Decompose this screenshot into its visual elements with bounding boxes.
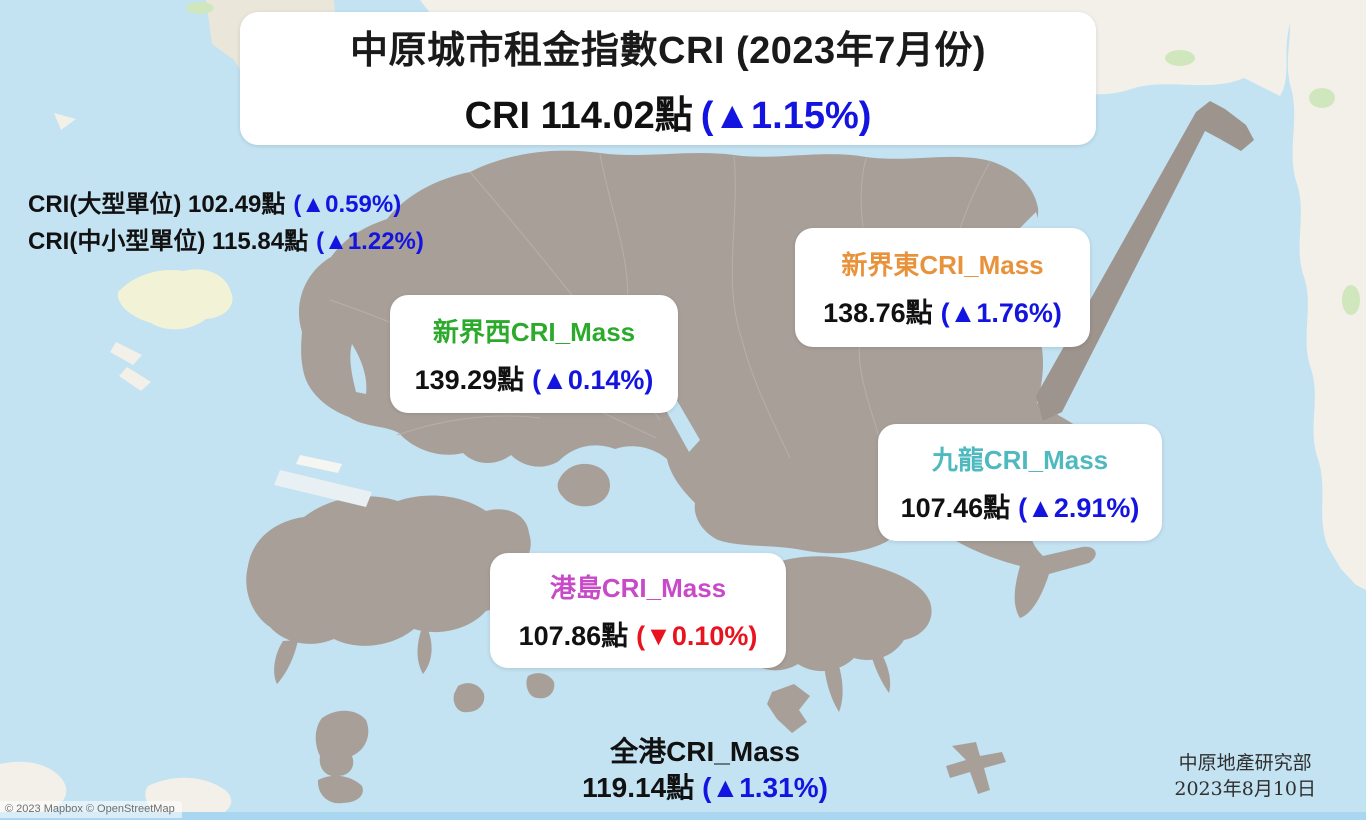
credit-org: 中原地產研究部: [1178, 752, 1312, 774]
overall-cri-change: (▲1.15%): [700, 94, 872, 137]
cri-large-units-line: CRI(大型單位) 102.49點 (▲0.59%): [28, 186, 424, 223]
region-value: 138.76點 (▲1.76%): [823, 291, 1062, 330]
region-card-kowloon: 九龍CRI_Mass 107.46點 (▲2.91%): [878, 424, 1162, 541]
sub-indices: CRI(大型單位) 102.49點 (▲0.59%) CRI(中小型單位) 115…: [28, 186, 424, 260]
region-index-number: 138.76點: [823, 298, 933, 328]
cri-small-medium-units-line: CRI(中小型單位) 115.84點 (▲1.22%): [28, 223, 424, 260]
region-card-new-territories-west: 新界西CRI_Mass 139.29點 (▲0.14%): [390, 295, 678, 413]
airport-runway: [296, 455, 342, 473]
region-index-change: (▲0.14%): [532, 364, 654, 395]
title-card: 中原城市租金指數CRI (2023年7月份) CRI 114.02點 (▲1.15…: [240, 12, 1096, 145]
region-card-hong-kong-island: 港島CRI_Mass 107.86點 (▼0.10%): [490, 553, 786, 668]
region-index-change: (▼0.10%): [636, 621, 758, 651]
credit-date: 2023年8月10日: [1174, 778, 1316, 800]
west-island: [117, 269, 233, 330]
page-title: 中原城市租金指數CRI (2023年7月份): [350, 29, 986, 72]
overall-territory-index: 全港CRI_Mass 119.14點 (▲1.31%): [500, 734, 910, 806]
region-index-number: 139.29點: [414, 364, 525, 395]
region-index-number: 107.86點: [518, 621, 629, 651]
cri-small-medium-units-label: CRI(中小型單位) 115.84點: [28, 228, 309, 255]
region-name: 新界西CRI_Mass: [432, 316, 636, 347]
south-sea-strip: [0, 812, 1366, 820]
region-value: 107.46點 (▲2.91%): [901, 486, 1140, 525]
region-name: 九龍CRI_Mass: [931, 445, 1109, 475]
map-attribution[interactable]: © 2023 Mapbox © OpenStreetMap: [0, 801, 182, 818]
region-value: 139.29點 (▲0.14%): [415, 358, 654, 397]
region-index-change: (▲1.76%): [940, 298, 1062, 328]
credit-block: 中原地產研究部 2023年8月10日: [1174, 750, 1316, 802]
region-card-new-territories-east: 新界東CRI_Mass 138.76點 (▲1.76%): [795, 228, 1090, 347]
overall-cri-number: CRI 114.02點: [464, 94, 693, 137]
park-green-patches: [186, 2, 1360, 315]
cri-large-units-label: CRI(大型單位) 102.49點: [28, 191, 286, 218]
overall-territory-change: (▲1.31%): [702, 772, 828, 803]
airport-platform: [274, 470, 372, 507]
cri-large-units-change: (▲0.59%): [293, 191, 402, 218]
region-name: 港島CRI_Mass: [549, 573, 727, 603]
region-index-number: 107.46點: [900, 493, 1011, 523]
region-index-change: (▲2.91%): [1018, 493, 1140, 523]
cri-small-medium-units-change: (▲1.22%): [316, 228, 424, 255]
overall-territory-value: 119.14點 (▲1.31%): [500, 770, 910, 806]
overall-territory-number: 119.14點: [582, 772, 695, 803]
region-value: 107.86點 (▼0.10%): [519, 614, 758, 653]
overall-territory-name: 全港CRI_Mass: [610, 736, 800, 767]
region-name: 新界東CRI_Mass: [841, 250, 1044, 280]
overall-cri-value: CRI 114.02點 (▲1.15%): [465, 84, 872, 139]
